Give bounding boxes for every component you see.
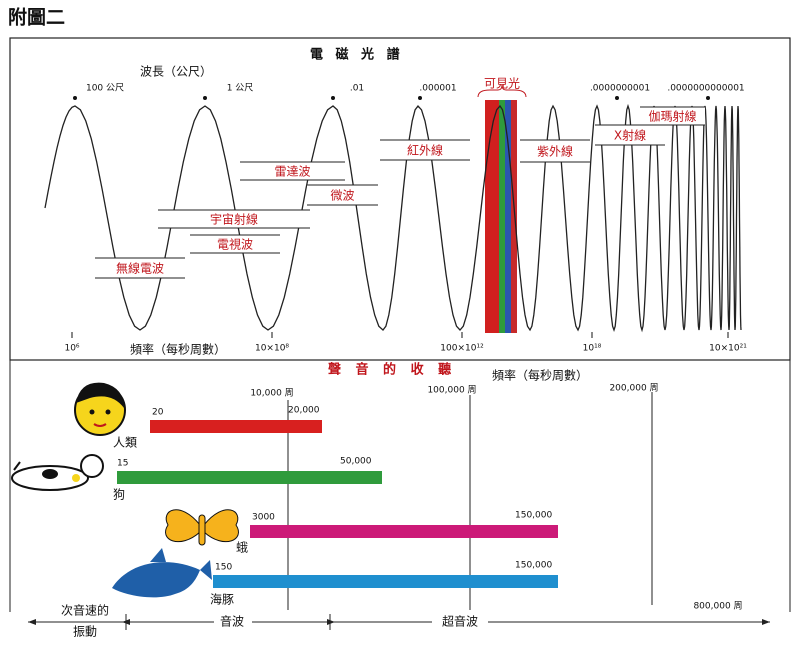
frequency-tick: 10×10⁸ <box>255 344 289 354</box>
tick-dot <box>615 96 619 100</box>
hearing-tick: 10,000 周 <box>250 388 293 399</box>
animal-name: 蛾 <box>236 541 248 555</box>
range-high: 50,000 <box>340 457 372 467</box>
band-label: 紅外線 <box>407 143 443 158</box>
band-label: 無線電波 <box>116 261 164 276</box>
tick-dot <box>418 96 422 100</box>
wave <box>44 103 742 333</box>
dolphin-icon <box>112 548 212 598</box>
frequency-tick: 100×10¹² <box>440 344 484 354</box>
human-icon <box>74 382 126 436</box>
band-label: 紫外線 <box>537 144 573 159</box>
spectrum-frame <box>9 37 791 361</box>
region-label: 振動 <box>73 625 97 639</box>
band-label: 微波 <box>330 189 354 203</box>
hearing-title: 聲 音 的 收 聽 <box>328 362 456 378</box>
tick-dot <box>73 96 77 100</box>
label-bg <box>214 613 252 631</box>
wavelength-label: 波長（公尺） <box>140 65 212 79</box>
visible-violet <box>511 100 517 333</box>
animal-name: 人類 <box>113 436 137 450</box>
dog-icon <box>11 454 104 491</box>
range-low: 20 <box>152 408 164 418</box>
moth-icon <box>165 509 239 546</box>
region-label: 音波 <box>220 614 244 629</box>
band-box <box>158 210 310 228</box>
range-high: 150,000 <box>515 561 552 571</box>
band-box <box>520 140 590 162</box>
band-label: 宇宙射線 <box>210 212 258 227</box>
label-bg <box>432 613 488 631</box>
visible-label: 可見光 <box>484 77 520 91</box>
range-high: 20,000 <box>288 406 320 416</box>
hearing-tick: 800,000 周 <box>693 601 742 612</box>
frequency-tick: 10¹⁸ <box>583 344 602 354</box>
range-low: 3000 <box>252 513 275 523</box>
visible-brace <box>477 84 527 98</box>
band-label: 伽瑪射線 <box>648 109 696 124</box>
band-box <box>380 140 470 160</box>
range-high: 150,000 <box>515 511 552 521</box>
hearing-tick: 100,000 周 <box>427 385 476 396</box>
wavelength-tick: .000001 <box>419 84 456 94</box>
wavelength-tick: 100 公尺 <box>86 83 124 94</box>
range-bar <box>213 575 558 588</box>
wavelength-tick: .01 <box>350 84 364 94</box>
frequency-tick: 10⁶ <box>64 344 79 354</box>
frequency-tick: 10×10²¹ <box>709 344 747 354</box>
animal-name: 海豚 <box>210 592 234 607</box>
band-box <box>307 185 378 205</box>
page-title: 附圖二 <box>8 6 65 29</box>
tick-dot <box>203 96 207 100</box>
animal-name: 狗 <box>113 488 125 502</box>
band-label: 雷達波 <box>274 165 310 179</box>
range-bar <box>117 471 382 484</box>
band-box <box>640 107 705 125</box>
spectrum-title: 電 磁 光 譜 <box>310 47 404 63</box>
wavelength-tick: .0000000000001 <box>667 84 744 94</box>
region-label: 超音波 <box>442 614 478 629</box>
frequency-label: 頻率（每秒周數） <box>130 342 226 357</box>
tick-dot <box>331 96 335 100</box>
band-box <box>240 162 345 180</box>
visible-red <box>485 100 499 333</box>
wavelength-tick: 1 公尺 <box>227 83 254 94</box>
range-bar <box>250 525 558 538</box>
range-bar <box>150 420 322 433</box>
range-low: 150 <box>215 563 232 573</box>
range-low: 15 <box>117 459 128 469</box>
band-label: 電視波 <box>217 237 253 252</box>
region-label: 次音速的 <box>61 603 109 618</box>
wavelength-tick: .0000000001 <box>590 84 650 94</box>
hearing-tick: 200,000 周 <box>609 383 658 394</box>
visible-green <box>499 100 505 333</box>
band-box <box>190 235 280 253</box>
band-box <box>595 125 665 145</box>
visible-blue <box>505 100 511 333</box>
band-label: X射線 <box>614 128 646 143</box>
band-box <box>95 258 185 278</box>
tick-dot <box>706 96 710 100</box>
hearing-frequency-label: 頻率（每秒周數） <box>492 368 588 383</box>
